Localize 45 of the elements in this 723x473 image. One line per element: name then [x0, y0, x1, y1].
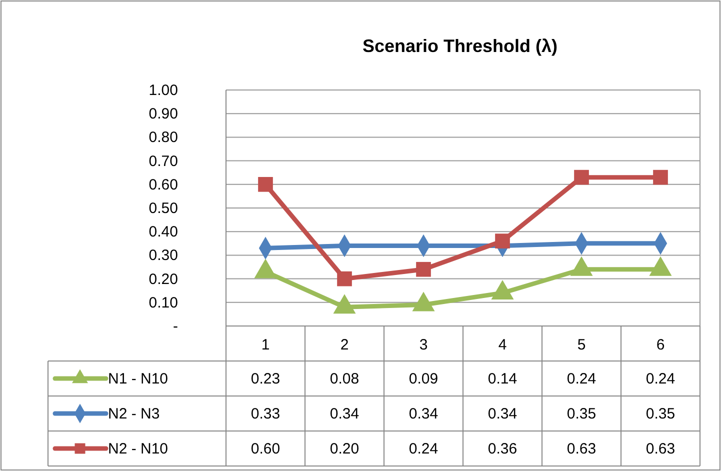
y-tick-label: -: [173, 318, 178, 335]
y-tick-label: 0.90: [148, 106, 178, 123]
x-tick-label: 3: [419, 336, 428, 354]
data-label: 0.09: [408, 370, 438, 388]
y-tick-label: 0.50: [148, 200, 178, 217]
point: [337, 271, 352, 286]
data-label: 0.24: [408, 440, 438, 458]
chart-title: Scenario Threshold (λ): [362, 36, 558, 56]
data-label: 0.63: [646, 440, 676, 458]
data-label: 0.33: [250, 406, 280, 422]
point: [416, 262, 431, 277]
point: [574, 170, 589, 185]
y-tick-label: 0.80: [148, 129, 178, 146]
legend-label: N2 - N3: [108, 406, 160, 422]
y-tick-label: 0.20: [148, 270, 178, 288]
data-label: 0.23: [250, 370, 280, 388]
data-label: 0.14: [488, 370, 518, 388]
legend-label: N1 - N10: [108, 370, 168, 388]
data-label: 0.20: [330, 440, 360, 458]
x-tick-label: 6: [656, 336, 665, 354]
x-tick-label: 1: [261, 336, 270, 354]
data-label: 0.60: [250, 440, 280, 458]
data-label: 0.35: [566, 406, 596, 422]
x-tick-label: 5: [577, 336, 586, 354]
legend-label: N2 - N10: [108, 440, 168, 458]
y-tick-label: 0.70: [148, 152, 178, 170]
x-tick-label: 4: [498, 336, 507, 354]
data-label: 0.36: [488, 440, 518, 458]
data-label: 0.24: [566, 370, 596, 388]
y-tick-label: 0.10: [148, 294, 178, 312]
data-label: 0.24: [646, 370, 676, 388]
y-tick-label: 0.40: [148, 224, 178, 241]
data-label: 0.35: [646, 406, 676, 422]
y-tick-label: 0.30: [148, 247, 178, 264]
point: [495, 234, 510, 248]
data-label: 0.08: [330, 370, 360, 388]
data-label: 0.34: [330, 406, 360, 422]
point: [653, 170, 668, 185]
x-tick-label: 2: [340, 336, 349, 354]
point: [258, 176, 273, 192]
data-label: 0.34: [408, 406, 438, 422]
data-label: 0.34: [488, 406, 518, 422]
y-tick-label: 1.00: [148, 82, 178, 99]
y-tick-label: 0.60: [148, 176, 178, 194]
data-label: 0.63: [566, 440, 596, 458]
